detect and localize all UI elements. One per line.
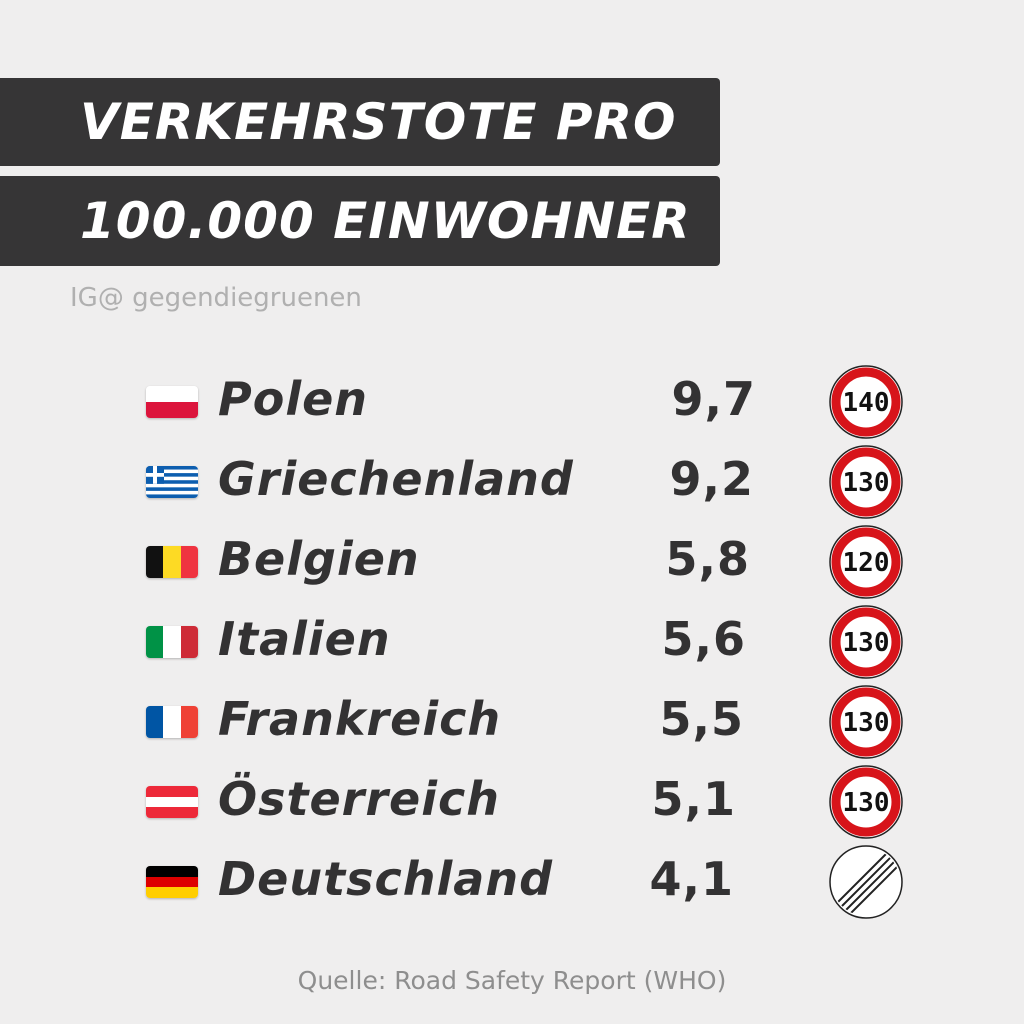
speed-limit-label: 130 xyxy=(843,628,890,658)
speed-limit-label: 130 xyxy=(843,468,890,498)
list-item-oesterreich: Österreich 5,1 130 xyxy=(0,764,1024,844)
title-line-2: 100.000 EINWOHNER xyxy=(80,192,691,250)
source-citation: Quelle: Road Safety Report (WHO) xyxy=(297,966,727,995)
france-flag-icon xyxy=(146,706,198,738)
country-name: Österreich xyxy=(218,772,501,826)
speed-limit-label: 140 xyxy=(843,388,890,418)
title-banner-line-1: VERKEHRSTOTE PRO xyxy=(0,78,720,166)
speed-limit-label: 130 xyxy=(843,708,890,738)
speed-limit-sign-icon: 120 xyxy=(829,525,903,599)
fatality-value: 5,8 xyxy=(665,532,750,586)
speed-limit-label: 130 xyxy=(843,788,890,818)
italy-flag-icon xyxy=(146,626,198,658)
instagram-handle: IG@ gegendiegruenen xyxy=(70,283,362,313)
list-item-deutschland: Deutschland 4,1 xyxy=(0,844,1024,924)
list-item-belgien: Belgien 5,8 120 xyxy=(0,524,1024,604)
speed-limit-sign-icon: 130 xyxy=(829,445,903,519)
fatality-value: 5,5 xyxy=(659,692,744,746)
poland-flag-icon xyxy=(146,386,198,418)
greece-flag-icon xyxy=(146,466,198,498)
country-name: Italien xyxy=(218,612,391,666)
list-item-griechenland: Griechenland 9,2 130 xyxy=(0,444,1024,524)
country-name: Deutschland xyxy=(218,852,553,906)
speed-limit-sign-icon: 140 xyxy=(829,365,903,439)
speed-limit-sign-icon: 130 xyxy=(829,605,903,679)
title-banner-line-2: 100.000 EINWOHNER xyxy=(0,176,720,266)
list-item-frankreich: Frankreich 5,5 130 xyxy=(0,684,1024,764)
list-item-polen: Polen 9,7 140 xyxy=(0,364,1024,444)
fatality-value: 5,1 xyxy=(651,772,736,826)
fatality-value: 9,2 xyxy=(669,452,754,506)
country-name: Belgien xyxy=(218,532,420,586)
germany-flag-icon xyxy=(146,866,198,898)
austria-flag-icon xyxy=(146,786,198,818)
list-item-italien: Italien 5,6 130 xyxy=(0,604,1024,684)
speed-limit-label: 120 xyxy=(843,548,890,578)
speed-limit-sign-icon: 130 xyxy=(829,685,903,759)
speed-limit-sign-icon: 130 xyxy=(829,765,903,839)
fatality-value: 4,1 xyxy=(649,852,734,906)
country-name: Frankreich xyxy=(218,692,502,746)
fatality-value: 9,7 xyxy=(671,372,756,426)
belgium-flag-icon xyxy=(146,546,198,578)
fatality-value: 5,6 xyxy=(661,612,746,666)
title-line-1: VERKEHRSTOTE PRO xyxy=(80,93,677,151)
country-name: Griechenland xyxy=(218,452,574,506)
no-speed-limit-sign-icon xyxy=(829,845,903,919)
country-name: Polen xyxy=(218,372,369,426)
